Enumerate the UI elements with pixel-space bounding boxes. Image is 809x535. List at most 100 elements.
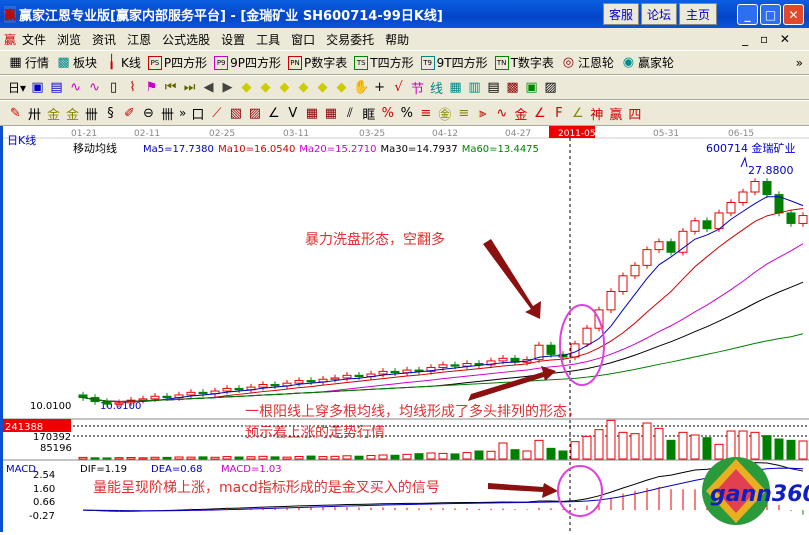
candle-type-icon[interactable]: ▯ <box>109 80 118 95</box>
period-dropdown[interactable]: 日▾ <box>8 81 27 95</box>
chart-svg: 01-21 02-11 02-25 03-11 03-25 04-12 04-27 2011-… <box>3 126 809 532</box>
service-button[interactable]: 客服 <box>603 3 639 25</box>
p-number-table-button[interactable]: PN P数字表 <box>288 54 347 71</box>
wave-icon[interactable]: ∿ <box>496 105 508 121</box>
grid-lines-icon[interactable]: 卅 <box>27 107 41 123</box>
last-icon[interactable]: ⏭ <box>183 80 196 95</box>
winner-wheel-button[interactable]: ◉ 赢家轮 <box>622 55 674 70</box>
menu-help[interactable]: 帮助 <box>385 32 410 47</box>
arrow-tool-icon[interactable]: ✐ <box>124 105 135 121</box>
9t-square-button[interactable]: T9 9T四方形 <box>420 54 488 71</box>
v-icon[interactable]: V <box>288 105 298 121</box>
menu-formula[interactable]: 公式选股 <box>162 32 211 47</box>
notes-icon[interactable]: ▤ <box>487 80 500 95</box>
calculator-icon[interactable]: ▥ <box>468 80 481 95</box>
fan-icon[interactable]: ⟋ <box>212 105 222 121</box>
chart3-icon[interactable]: ∿ <box>70 80 81 95</box>
next-icon[interactable]: ▶ <box>222 80 233 95</box>
square-icon[interactable]: ▧ <box>229 105 242 121</box>
menu-trade[interactable]: 交易委托 <box>326 32 375 47</box>
menu-browse[interactable]: 浏览 <box>57 32 82 47</box>
menu-gann[interactable]: 江恩 <box>127 32 152 47</box>
lines-icon[interactable]: 卌 <box>160 107 174 123</box>
quotes-button[interactable]: ▦ 行情 <box>9 55 50 70</box>
menu-settings[interactable]: 设置 <box>221 32 246 47</box>
parallel-icon[interactable]: ⫽ <box>346 105 353 121</box>
gold-lines-icon[interactable]: ≡ <box>458 105 470 121</box>
gridbox2-icon[interactable]: ▦ <box>324 105 337 121</box>
angle-icon[interactable]: ∠ <box>268 105 280 121</box>
line-tool-icon[interactable]: √ <box>394 80 403 95</box>
close-button[interactable]: ✕ <box>783 4 804 25</box>
kline-button[interactable]: ╽ K线 <box>104 54 141 71</box>
zoom-right-icon[interactable]: ◆ <box>260 80 271 95</box>
volume-bar <box>126 457 136 460</box>
prev-icon[interactable]: ◀ <box>203 80 214 95</box>
t-square-button[interactable]: TS T四方形 <box>354 54 414 71</box>
calendar-icon[interactable]: ▦ <box>449 80 462 95</box>
zoom-in-icon[interactable]: ◆ <box>279 80 290 95</box>
9p-square-button[interactable]: P9 9P四方形 <box>214 54 281 71</box>
gridbox-icon[interactable]: ▦ <box>305 105 318 121</box>
win-icon[interactable]: 赢 <box>609 107 623 123</box>
sector-button[interactable]: ▩ 板块 <box>57 55 98 70</box>
kline-chart[interactable]: 01-21 02-11 02-25 03-11 03-25 04-12 04-27 2011-… <box>0 126 809 532</box>
save-icon[interactable]: ▩ <box>506 80 519 95</box>
gold2-icon[interactable]: 金 <box>65 107 79 123</box>
line-icon[interactable]: 线 <box>430 82 444 97</box>
zoom-left-icon[interactable]: ◆ <box>241 80 252 95</box>
home-button[interactable]: 主页 <box>679 3 717 25</box>
pen-icon[interactable]: ✎ <box>10 105 21 121</box>
menu-window[interactable]: 窗口 <box>291 32 316 47</box>
zoom-h-icon[interactable]: ◆ <box>317 80 328 95</box>
menu-tools[interactable]: 工具 <box>256 32 281 47</box>
menu-file[interactable]: 文件 <box>22 32 47 47</box>
volume-bar <box>270 456 280 460</box>
zoom-v-icon[interactable]: ◆ <box>336 80 347 95</box>
more-chevron-icon[interactable]: » <box>795 55 803 70</box>
window-icon[interactable]: ▣ <box>31 80 44 95</box>
t-number-table-button[interactable]: TN T数字表 <box>494 54 554 71</box>
box-icon[interactable]: 口 <box>191 107 205 123</box>
flag-icon[interactable]: ⚑ <box>145 80 158 95</box>
gold-angle-icon[interactable]: ∠ <box>572 105 584 121</box>
first-icon[interactable]: ⏮ <box>164 80 177 95</box>
gold-icon[interactable]: 金 <box>46 107 60 123</box>
god-icon[interactable]: 神 <box>590 107 604 123</box>
macd-value: MACD=1.03 <box>221 464 282 475</box>
mdi-window-controls[interactable]: _ ▫ ✕ <box>742 32 794 46</box>
print-icon[interactable]: ▨ <box>544 80 557 95</box>
chart9-icon[interactable]: ∿ <box>89 80 100 95</box>
gold-circle-icon[interactable]: ㊎ <box>438 107 452 123</box>
crosshair-icon[interactable]: + <box>374 80 385 95</box>
section-icon[interactable]: 节 <box>411 82 425 97</box>
maximize-button[interactable]: □ <box>760 4 781 25</box>
candle-icon: ╽ <box>107 55 116 70</box>
percent-icon[interactable]: % <box>400 105 414 121</box>
four-icon[interactable]: 四 <box>628 107 642 123</box>
forum-button[interactable]: 论坛 <box>641 3 677 25</box>
volume-bar <box>234 456 244 460</box>
menu-info[interactable]: 资讯 <box>92 32 117 47</box>
minimize-button[interactable]: _ <box>737 4 758 25</box>
gann-wheel-button[interactable]: ◎ 江恩轮 <box>562 55 614 70</box>
percent-tool-icon[interactable]: % <box>381 105 395 121</box>
gold-red-icon[interactable]: 金 <box>514 107 528 123</box>
f-angle-icon[interactable]: F <box>555 105 563 121</box>
circle-icon[interactable]: ⊖ <box>143 105 154 121</box>
square2-icon[interactable]: ▨ <box>248 105 261 121</box>
p-square-button[interactable]: PS P四方形 <box>147 54 207 71</box>
percent-lines-icon[interactable]: ≡ <box>420 105 432 121</box>
price-axis-low: 10.0100 <box>30 401 71 412</box>
spiral-icon[interactable]: § <box>107 105 114 121</box>
page-icon[interactable]: ▤ <box>50 80 63 95</box>
angle-red-icon[interactable]: ∠ <box>534 105 546 121</box>
hand-icon[interactable]: ✋ <box>353 80 370 95</box>
kline-style-icon[interactable]: ⌇ <box>129 80 136 95</box>
speed-icon[interactable]: ⫸ <box>479 105 487 121</box>
ruler-icon[interactable]: 眶 <box>362 107 376 123</box>
network-icon[interactable]: ▣ <box>525 80 538 95</box>
more-icon[interactable]: » <box>179 106 187 120</box>
tool-icon[interactable]: 卌 <box>84 107 98 123</box>
zoom-out-icon[interactable]: ◆ <box>298 80 309 95</box>
